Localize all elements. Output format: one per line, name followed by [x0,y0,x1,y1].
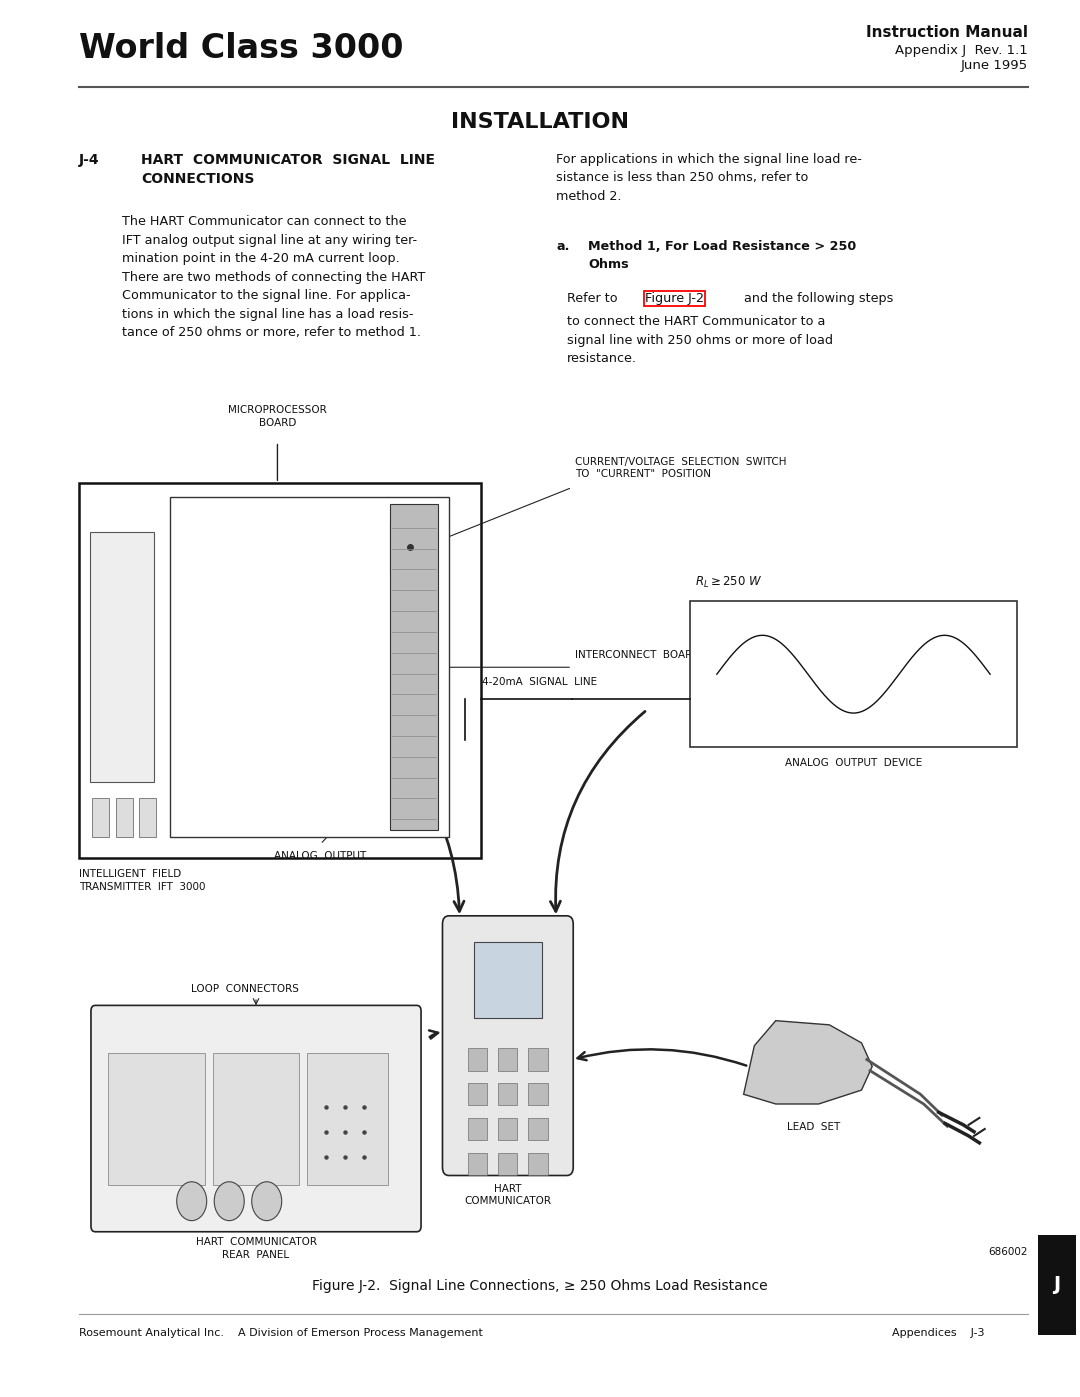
Text: Method 1, For Load Resistance > 250
Ohms: Method 1, For Load Resistance > 250 Ohms [589,240,856,271]
Text: LOOP  CONNECTORS: LOOP CONNECTORS [191,985,299,995]
Text: The HART Communicator can connect to the
IFT analog output signal line at any wi: The HART Communicator can connect to the… [122,215,426,339]
Bar [528,1153,548,1175]
Bar [528,1048,548,1070]
Bar [171,497,449,837]
Bar [469,1083,487,1105]
Text: J: J [1053,1275,1061,1294]
Bar [498,1118,517,1140]
Circle shape [214,1182,244,1221]
Text: LEAD  SET: LEAD SET [786,1122,840,1132]
Bar [469,1118,487,1140]
Text: 686002: 686002 [988,1246,1027,1257]
Text: USE INTERFACE
002TS-001-EX ONLY
SERIAL PORT: USE INTERFACE 002TS-001-EX ONLY SERIAL P… [324,1111,373,1127]
Text: INTERCONNECT  BOARD: INTERCONNECT BOARD [576,651,701,661]
Bar [390,521,431,574]
Text: 4-20mA  SIGNAL  LINE: 4-20mA SIGNAL LINE [483,678,597,687]
FancyBboxPatch shape [91,1006,421,1232]
Text: INSTALLATION: INSTALLATION [451,113,629,133]
FancyBboxPatch shape [443,916,573,1175]
Circle shape [252,1182,282,1221]
Bar [92,799,109,837]
Bar [108,1052,204,1185]
Bar [690,601,1017,747]
Bar [469,1153,487,1175]
Text: INTELLIGENT  FIELD
TRANSMITTER  IFT  3000: INTELLIGENT FIELD TRANSMITTER IFT 3000 [79,869,205,891]
Text: Figure J-2: Figure J-2 [645,292,704,305]
Bar [498,1048,517,1070]
Text: HART  COMMUNICATOR  SIGNAL  LINE
CONNECTIONS: HART COMMUNICATOR SIGNAL LINE CONNECTION… [141,152,435,186]
Text: LOOP CONNECTORS: LOOP CONNECTORS [231,1116,281,1122]
Bar [1038,1235,1076,1334]
Bar [79,483,481,858]
Text: SERIAL PORT & BATTERY
CHARGER MUST
NOT BE USED IN
HAZARDOUS AREAS: SERIAL PORT & BATTERY CHARGER MUST NOT B… [126,1108,186,1130]
Text: Instruction Manual: Instruction Manual [865,25,1027,41]
Text: World Class 3000: World Class 3000 [79,32,404,66]
Text: Appendix J  Rev. 1.1: Appendix J Rev. 1.1 [895,43,1027,57]
Bar [528,1118,548,1140]
Text: to connect the HART Communicator to a
signal line with 250 ohms or more of load
: to connect the HART Communicator to a si… [567,316,833,365]
Text: ANALOG  OUTPUT  DEVICE: ANALOG OUTPUT DEVICE [785,759,922,768]
Text: Refer to: Refer to [567,292,621,305]
Bar [139,799,157,837]
Circle shape [177,1182,206,1221]
Polygon shape [744,1021,873,1104]
Text: Rosemount Analytical Inc.    A Division of Emerson Process Management: Rosemount Analytical Inc. A Division of … [79,1327,483,1337]
Text: HART
COMMUNICATOR: HART COMMUNICATOR [464,1183,552,1206]
Bar [116,799,133,837]
Text: and the following steps: and the following steps [741,292,894,305]
Bar [498,1083,517,1105]
Text: J-4: J-4 [79,152,99,166]
Text: $R_L \geq 250\ W$: $R_L \geq 250\ W$ [696,576,764,590]
Bar [469,1048,487,1070]
Bar [390,504,438,830]
Text: MICROPROCESSOR
BOARD: MICROPROCESSOR BOARD [228,405,327,427]
Bar [528,1083,548,1105]
Bar [90,532,154,782]
Text: a.: a. [556,240,569,253]
Bar [213,1052,299,1185]
Bar [498,1153,517,1175]
Bar [473,942,542,1018]
Text: Figure J-2.  Signal Line Connections, ≥ 250 Ohms Load Resistance: Figure J-2. Signal Line Connections, ≥ 2… [312,1280,768,1294]
Text: Appendices    J-3: Appendices J-3 [892,1327,985,1337]
Text: June 1995: June 1995 [960,59,1027,73]
Text: HART  COMMUNICATOR
REAR  PANEL: HART COMMUNICATOR REAR PANEL [195,1238,316,1260]
Text: CURRENT/VOLTAGE  SELECTION  SWITCH
TO  "CURRENT"  POSITION: CURRENT/VOLTAGE SELECTION SWITCH TO "CUR… [576,457,787,479]
Text: For applications in which the signal line load re-
sistance is less than 250 ohm: For applications in which the signal lin… [556,152,862,203]
Bar [308,1052,388,1185]
Text: ANALOG  OUTPUT: ANALOG OUTPUT [274,851,366,862]
